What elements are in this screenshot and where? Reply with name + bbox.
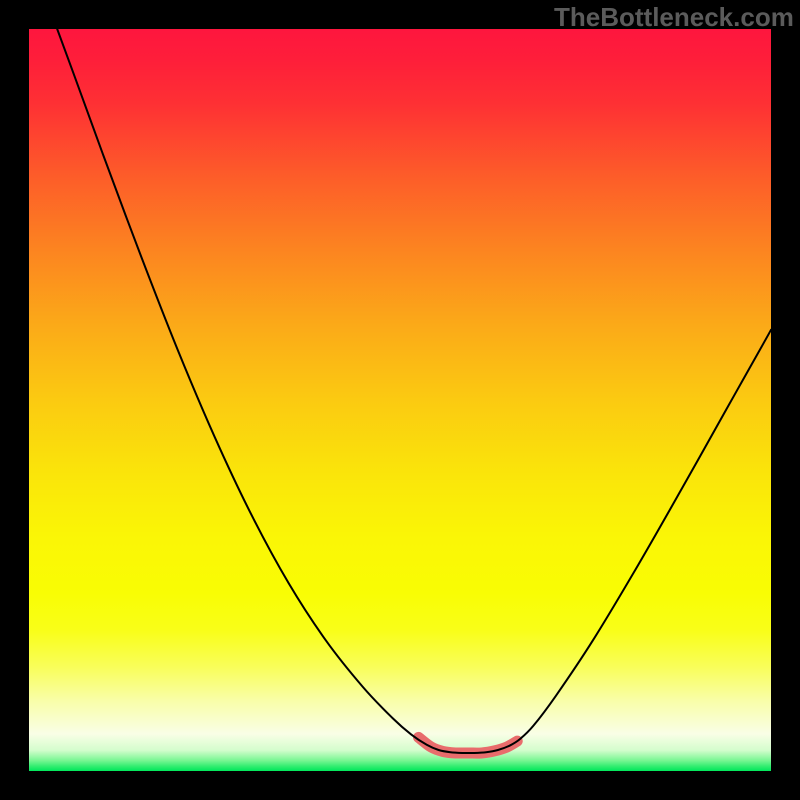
plot-background <box>29 29 771 771</box>
chart-container: TheBottleneck.com <box>0 0 800 800</box>
watermark-text: TheBottleneck.com <box>554 2 794 33</box>
bottleneck-curve-chart <box>0 0 800 800</box>
